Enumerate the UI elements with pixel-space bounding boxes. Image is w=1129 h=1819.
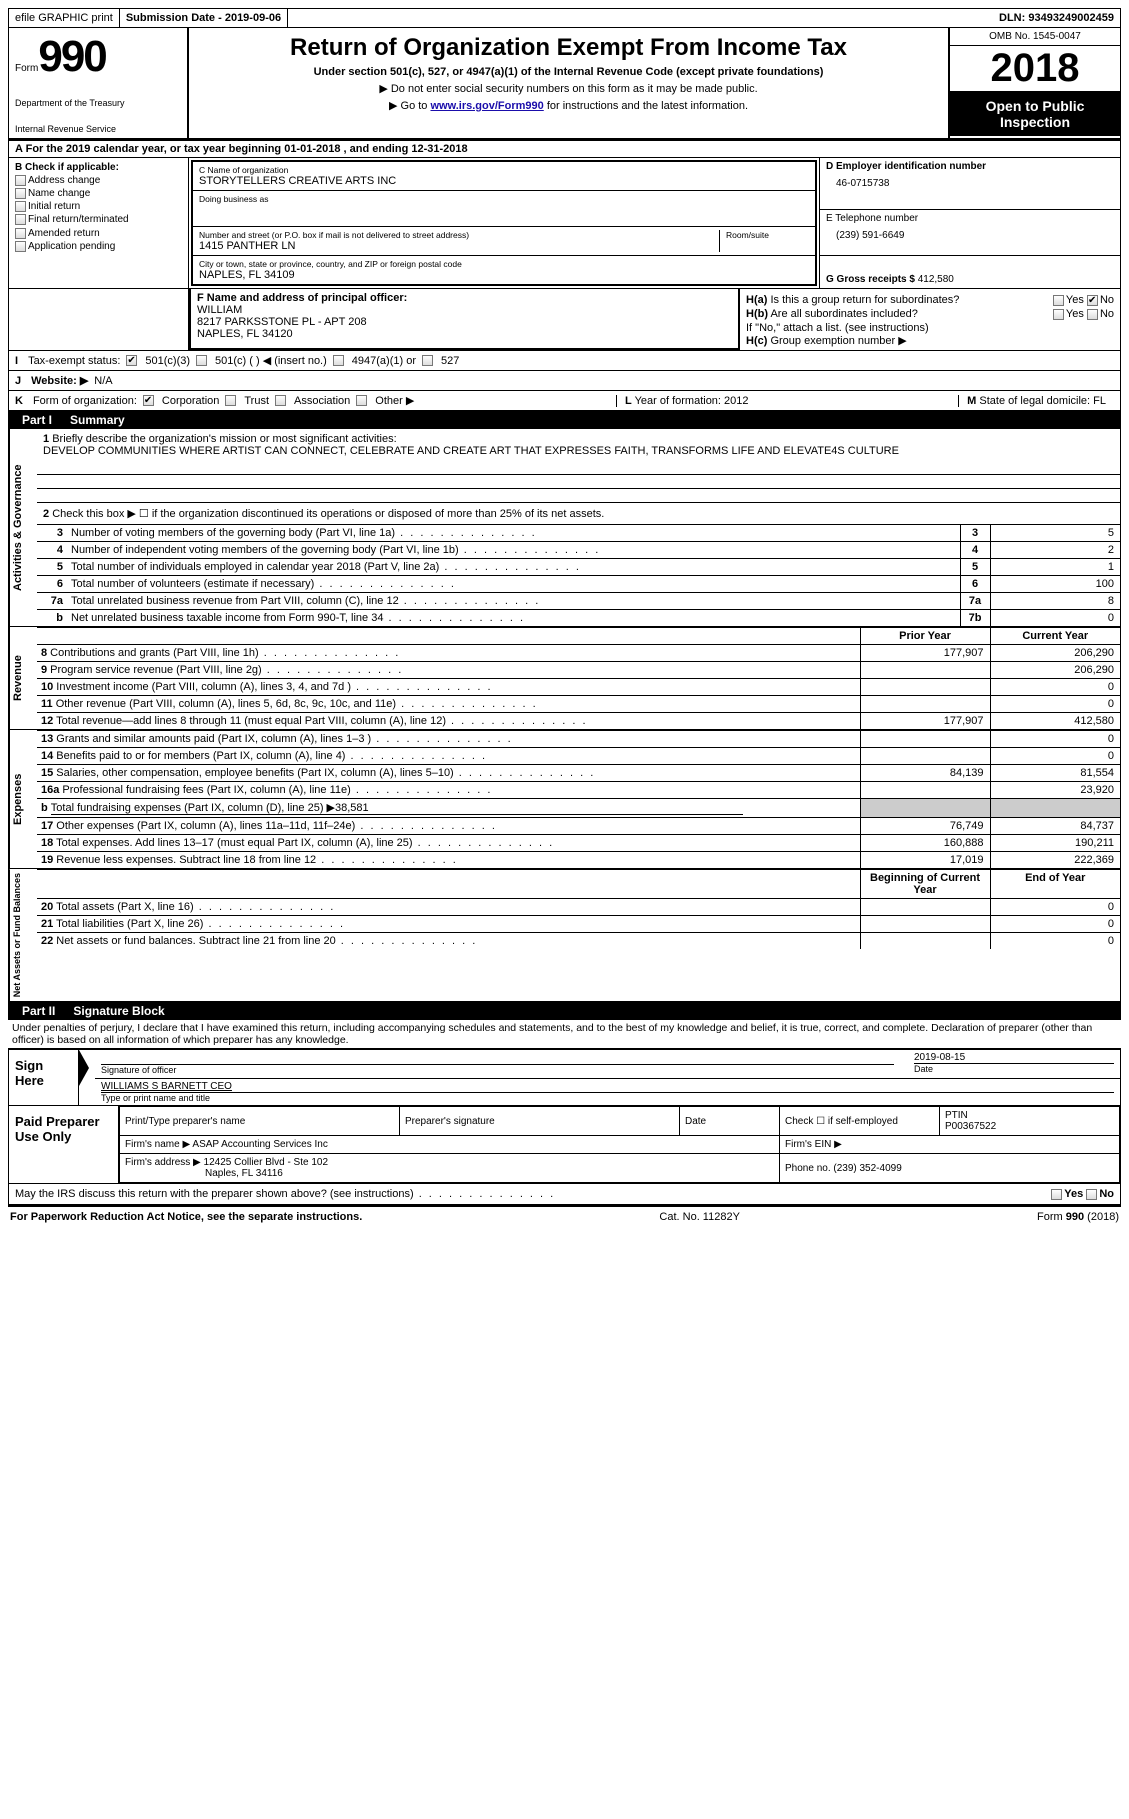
check-trust[interactable] xyxy=(225,395,236,406)
check-other[interactable] xyxy=(356,395,367,406)
paid-preparer-section: Paid Preparer Use Only Print/Type prepar… xyxy=(8,1106,1121,1184)
sign-here-section: Sign Here Signature of officer 2019-08-1… xyxy=(8,1048,1121,1106)
form-word: Form xyxy=(15,63,38,74)
expenses-table: 13 Grants and similar amounts paid (Part… xyxy=(37,730,1120,868)
check-corp[interactable] xyxy=(143,395,154,406)
check-address[interactable]: Address change xyxy=(15,175,182,186)
line2: 2 Check this box ▶ ☐ if the organization… xyxy=(37,503,1120,524)
form-note-ssn: ▶ Do not enter social security numbers o… xyxy=(199,82,938,95)
section-a-calendar: A For the 2019 calendar year, or tax yea… xyxy=(9,141,1120,158)
netassets-table: Beginning of Current YearEnd of Year 20 … xyxy=(37,869,1120,949)
check-501c[interactable] xyxy=(196,355,207,366)
top-bar: efile GRAPHIC print Submission Date - 20… xyxy=(8,8,1121,28)
dba-box: Doing business as xyxy=(193,191,815,227)
omb-number: OMB No. 1545-0047 xyxy=(950,28,1120,46)
phone-box: E Telephone number (239) 591-6649 xyxy=(820,210,1120,256)
check-name[interactable]: Name change xyxy=(15,188,182,199)
line-j: J Website: ▶ N/A xyxy=(9,370,1120,390)
page-footer: For Paperwork Reduction Act Notice, see … xyxy=(8,1205,1121,1227)
street-box: Number and street (or P.O. box if mail i… xyxy=(193,227,815,256)
irs-label: Internal Revenue Service xyxy=(15,124,181,134)
dept-treasury: Department of the Treasury xyxy=(15,98,181,108)
org-name-box: C Name of organization STORYTELLERS CREA… xyxy=(193,162,815,191)
form-subtitle: Under section 501(c), 527, or 4947(a)(1)… xyxy=(199,66,938,78)
city-box: City or town, state or province, country… xyxy=(193,256,815,284)
ein-box: D Employer identification number 46-0715… xyxy=(820,158,1120,210)
part2-header: Part II Signature Block xyxy=(8,1002,1121,1020)
revenue-table: Prior YearCurrent Year 8 Contributions a… xyxy=(37,627,1120,729)
open-inspection: Open to Public Inspection xyxy=(950,92,1120,136)
governance-table: 3Number of voting members of the governi… xyxy=(37,524,1120,626)
vlabel-expenses: Expenses xyxy=(9,730,26,868)
check-assoc[interactable] xyxy=(275,395,286,406)
form-number: 990 xyxy=(38,32,105,82)
gross-receipts: G Gross receipts $ 412,580 xyxy=(820,256,1120,288)
part1-header: Part I Summary xyxy=(8,411,1121,429)
tax-year: 2018 xyxy=(950,46,1120,92)
check-initial[interactable]: Initial return xyxy=(15,201,182,212)
section-h: H(a) Is this a group return for subordin… xyxy=(740,289,1120,350)
form-title: Return of Organization Exempt From Incom… xyxy=(199,34,938,62)
discuss-line: May the IRS discuss this return with the… xyxy=(8,1184,1121,1205)
submission-date: Submission Date - 2019-09-06 xyxy=(120,9,288,27)
signature-arrow-icon xyxy=(79,1050,89,1086)
officer-box: F Name and address of principal officer:… xyxy=(189,289,740,350)
check-4947[interactable] xyxy=(333,355,344,366)
section-b-checks: B Check if applicable: Address change Na… xyxy=(9,158,189,288)
check-pending[interactable]: Application pending xyxy=(15,241,182,252)
check-final[interactable]: Final return/terminated xyxy=(15,214,182,225)
check-501c3[interactable] xyxy=(126,355,137,366)
vlabel-governance: Activities & Governance xyxy=(9,429,26,626)
line-i: I Tax-exempt status: 501(c)(3) 501(c) ( … xyxy=(9,350,1120,370)
line1: 1 Briefly describe the organization's mi… xyxy=(37,429,1120,461)
discuss-no[interactable] xyxy=(1086,1189,1097,1200)
form-header: Form 990 Department of the Treasury Inte… xyxy=(8,28,1121,139)
vlabel-netassets: Net Assets or Fund Balances xyxy=(9,869,24,1001)
irs-link[interactable]: www.irs.gov/Form990 xyxy=(430,100,543,112)
efile-label: efile GRAPHIC print xyxy=(9,9,120,27)
line-k-l-m: K Form of organization: Corporation Trus… xyxy=(9,390,1120,410)
declaration: Under penalties of perjury, I declare th… xyxy=(8,1020,1121,1048)
vlabel-revenue: Revenue xyxy=(9,627,26,729)
discuss-yes[interactable] xyxy=(1051,1189,1062,1200)
check-amended[interactable]: Amended return xyxy=(15,228,182,239)
form-note-link: ▶ Go to www.irs.gov/Form990 for instruct… xyxy=(199,99,938,112)
check-527[interactable] xyxy=(422,355,433,366)
dln: DLN: 93493249002459 xyxy=(993,9,1120,27)
